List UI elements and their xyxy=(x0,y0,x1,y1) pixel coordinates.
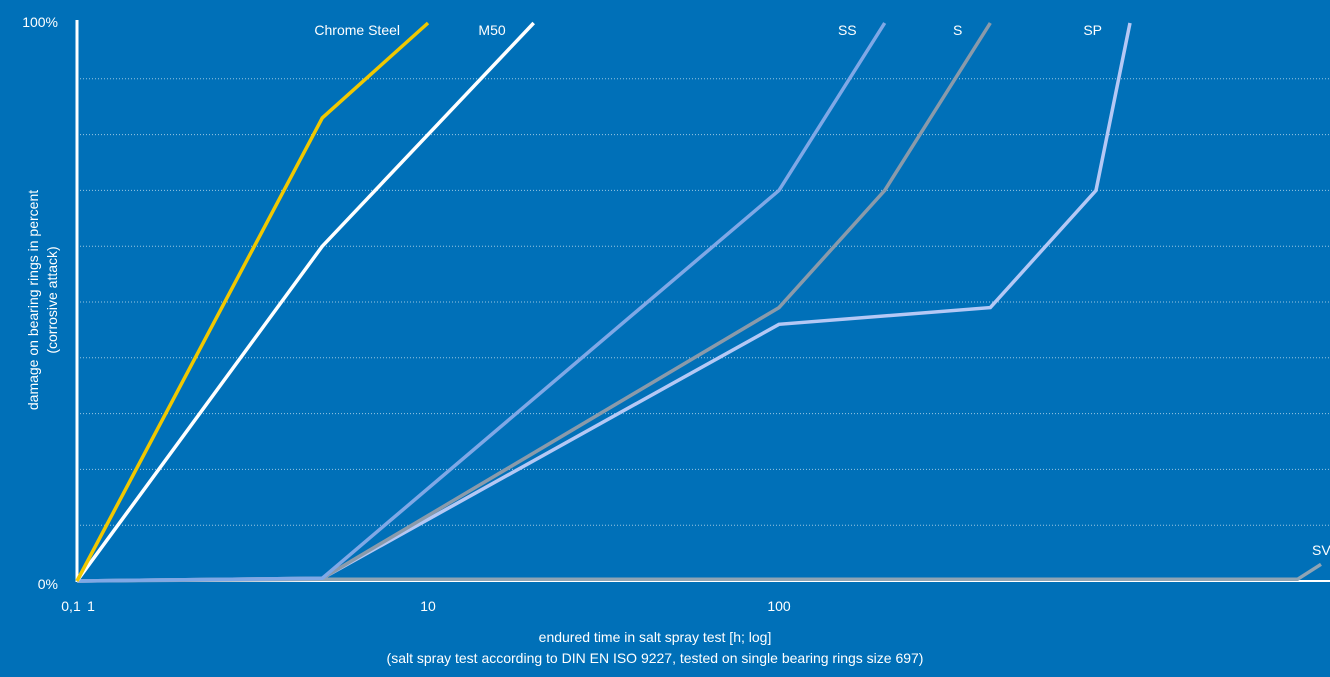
y-tick-label: 0% xyxy=(38,576,58,592)
series-lines xyxy=(75,21,1322,583)
x-axis-title: endured time in salt spray test [h; log] xyxy=(539,629,772,645)
series-label: S xyxy=(953,22,962,38)
series-line-sp xyxy=(76,22,1132,583)
x-tick-label: 10 xyxy=(420,598,436,614)
series-line-chrome-steel xyxy=(75,21,430,582)
grid-lines xyxy=(77,78,1330,526)
x-tick-label: 0,1 xyxy=(61,598,81,614)
tick-labels: 0,1 1 10 100 0% 100% xyxy=(22,14,791,614)
y-axis-note: (corrosive attack) xyxy=(44,246,60,353)
series-label: SV xyxy=(1312,542,1330,558)
series-label: SP xyxy=(1083,22,1102,38)
x-tick-label: 1 xyxy=(87,598,95,614)
series-label: M50 xyxy=(478,22,505,38)
x-axis-note: (salt spray test according to DIN EN ISO… xyxy=(387,650,924,666)
series-line-ss xyxy=(76,22,887,583)
x-tick-label: 100 xyxy=(767,598,791,614)
y-axis-title: damage on bearing rings in percent xyxy=(25,190,41,410)
y-tick-label: 100% xyxy=(22,14,58,30)
series-label: SS xyxy=(838,22,857,38)
series-line-m50 xyxy=(75,21,535,583)
axes xyxy=(75,20,1330,582)
series-label: Chrome Steel xyxy=(314,22,400,38)
